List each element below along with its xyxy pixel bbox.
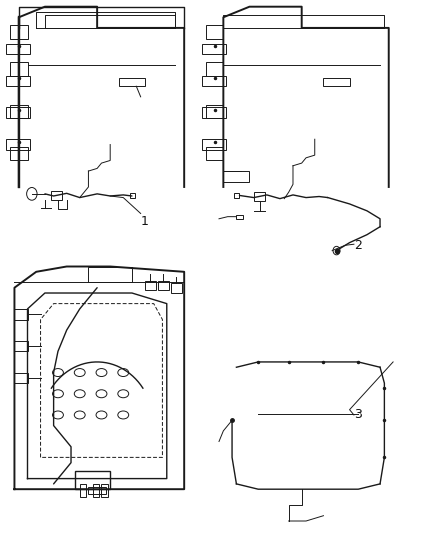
Bar [14, 373, 28, 383]
Bar [6, 76, 30, 86]
Bar [254, 192, 265, 201]
Bar [75, 471, 110, 489]
Bar [323, 78, 350, 86]
Text: 2: 2 [354, 239, 362, 252]
Bar [6, 44, 30, 54]
Bar [6, 139, 30, 150]
Bar [88, 487, 106, 495]
Bar [119, 78, 145, 86]
Bar [93, 484, 99, 497]
Bar [201, 76, 226, 86]
Bar [130, 193, 135, 198]
Bar [145, 281, 156, 290]
Bar [10, 105, 28, 118]
Bar [10, 62, 28, 76]
Bar [206, 62, 223, 76]
Bar [237, 215, 243, 219]
Bar [158, 281, 169, 290]
Bar [6, 108, 30, 118]
Text: 3: 3 [354, 408, 362, 422]
Bar [201, 139, 226, 150]
Bar [201, 44, 226, 54]
Bar [206, 147, 223, 160]
Bar [14, 309, 28, 319]
Bar [201, 108, 226, 118]
Bar [14, 341, 28, 351]
Bar [223, 171, 250, 182]
Bar [88, 266, 132, 282]
Bar [51, 191, 62, 200]
Text: 1: 1 [141, 215, 149, 228]
Bar [10, 25, 28, 38]
Bar [102, 484, 108, 497]
Bar [171, 284, 182, 293]
Bar [206, 105, 223, 118]
Bar [206, 25, 223, 38]
Bar [10, 147, 28, 160]
Bar [234, 193, 240, 198]
Bar [80, 484, 86, 497]
